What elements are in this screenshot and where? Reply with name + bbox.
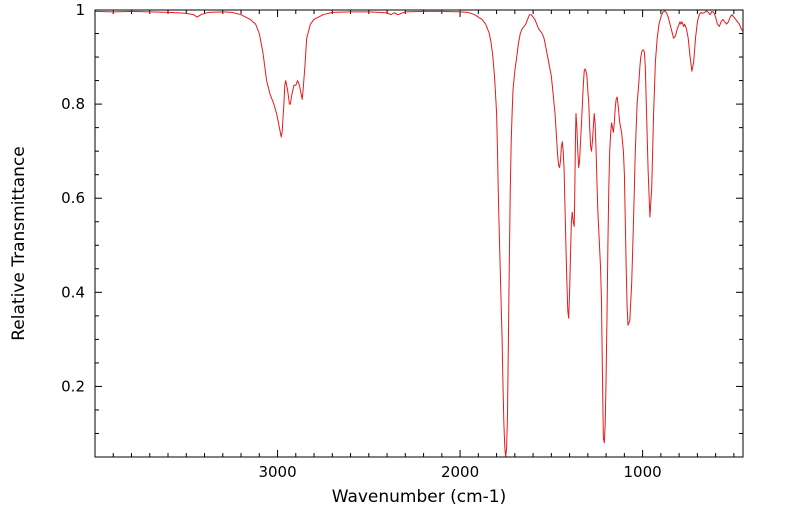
plot-frame [94,9,744,458]
y-axis-label: Relative Transmittance [9,146,29,341]
y-tick-label: 1 [75,1,85,19]
series-layer [94,10,744,458]
spectrum-line [94,10,744,458]
y-tick-label: 0.6 [61,189,85,207]
y-tick-label: 0.2 [61,377,85,395]
x-tick-label: 1000 [624,463,662,481]
x-axis-label: Wavenumber (cm-1) [332,487,507,507]
y-tick-label: 0.4 [61,283,85,301]
x-axis-ticks: 3000 2000 1000 [112,10,735,481]
x-tick-label: 2000 [441,463,479,481]
y-tick-label: 0.8 [61,95,85,113]
y-axis-ticks: 1 0.8 0.6 0.4 0.2 [61,1,743,434]
x-tick-label: 3000 [258,463,296,481]
